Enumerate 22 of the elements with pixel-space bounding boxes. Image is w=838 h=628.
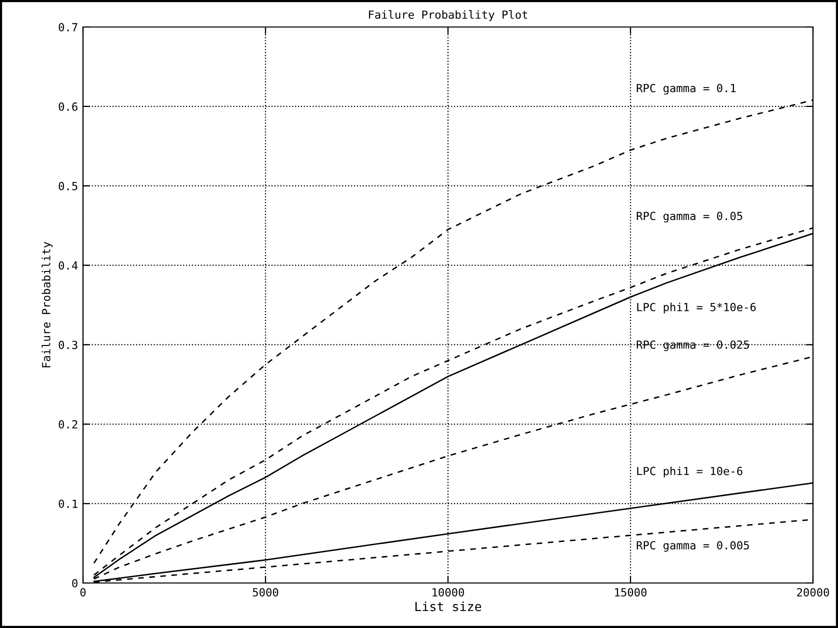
y-tick-label: 0.5 (58, 182, 78, 190)
x-axis-title: List size (415, 602, 482, 612)
y-tick-label: 0.2 (58, 420, 78, 429)
x-tick-label: 15000 (615, 588, 647, 597)
series-label: RPC gamma = 0.025 (636, 340, 749, 352)
x-tick-label: 5000 (252, 588, 278, 597)
y-tick-label: 0.4 (58, 261, 78, 270)
x-tick-label: 10000 (432, 588, 464, 597)
series-label: RPC gamma = 0.005 (636, 541, 749, 552)
text: RPC gamma = 0.1 (636, 84, 736, 95)
text: RPC gamma = 0.05 (636, 212, 742, 222)
y-tick-label: 0.6 (58, 102, 78, 111)
series-label: LPC phi1 = 10e-6 (637, 466, 742, 478)
x-tick-label: 20000 (797, 588, 830, 597)
y-tick-label: 0.3 (58, 340, 78, 350)
series-label: LPC phi1 = 5*10e-6 (637, 302, 756, 314)
y-tick-label: 0.7 (58, 23, 78, 32)
x-tick-label: 0 (80, 588, 86, 597)
chart-title: Failure Probability Plot (368, 10, 528, 21)
y-tick-label: 0 (72, 579, 78, 588)
y-axis-title: Failure Probability (42, 242, 53, 368)
y-tick-label: 0.1 (58, 500, 78, 508)
